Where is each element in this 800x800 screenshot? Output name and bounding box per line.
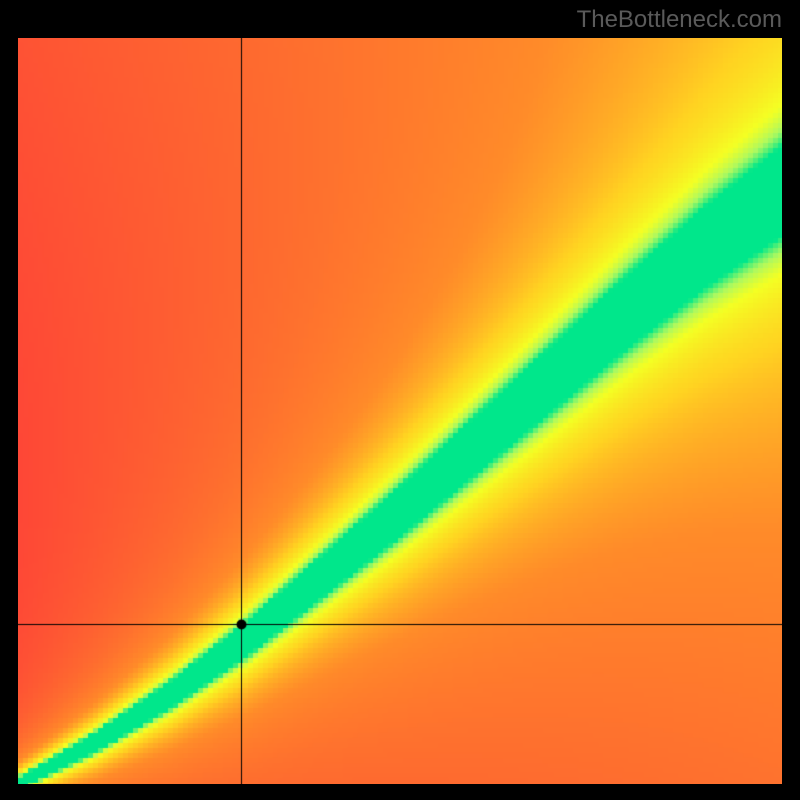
watermark-text: TheBottleneck.com — [577, 6, 782, 34]
bottleneck-heatmap — [18, 38, 782, 784]
